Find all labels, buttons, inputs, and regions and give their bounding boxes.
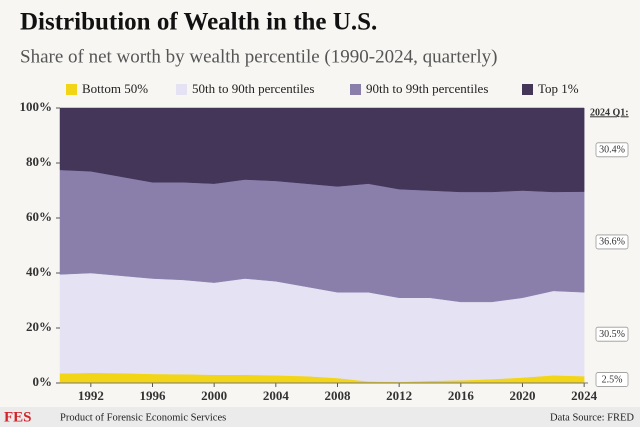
- footer-source: Data Source: FRED: [550, 412, 634, 423]
- x-tick-label: 2008: [324, 388, 351, 403]
- y-tick-label: 40%: [26, 264, 52, 279]
- legend-label: 50th to 90th percentiles: [192, 81, 314, 96]
- legend-swatch: [350, 84, 361, 95]
- y-tick-label: 60%: [26, 209, 52, 224]
- logo: FES: [4, 409, 32, 425]
- end-label-box: [595, 234, 629, 250]
- y-tick-label: 20%: [26, 319, 52, 334]
- footer-credit: Product of Forensic Economic Services: [60, 412, 226, 423]
- footer-bar: [0, 407, 640, 427]
- x-tick-label: 1992: [78, 388, 104, 403]
- chart-title: Distribution of Wealth in the U.S.: [20, 9, 377, 36]
- y-tick-label: 80%: [26, 154, 52, 169]
- end-label: 36.6%: [599, 237, 625, 248]
- chart-subtitle: Share of net worth by wealth percentile …: [20, 46, 497, 67]
- legend-label: Top 1%: [538, 81, 579, 96]
- legend-swatch: [176, 84, 187, 95]
- y-tick-label: 0%: [33, 374, 53, 389]
- end-label: 30.4%: [599, 145, 625, 156]
- end-label-box: [595, 326, 629, 342]
- x-tick-label: 2020: [509, 388, 535, 403]
- end-label: 30.5%: [599, 329, 625, 340]
- x-tick-label: 2012: [386, 388, 412, 403]
- end-label-box: [595, 142, 629, 158]
- end-label-box: [595, 372, 629, 387]
- x-tick-label: 2024: [571, 388, 598, 403]
- legend-label: 90th to 99th percentiles: [366, 81, 488, 96]
- x-tick-label: 1996: [139, 388, 166, 403]
- area: [59, 107, 585, 193]
- legend-swatch: [522, 84, 533, 95]
- y-tick-label: 100%: [20, 99, 53, 114]
- end-title: 2024 Q1:: [590, 107, 629, 118]
- x-tick-label: 2016: [448, 388, 475, 403]
- x-tick-label: 2004: [263, 388, 290, 403]
- end-label: 2.5%: [602, 374, 623, 385]
- legend-label: Bottom 50%: [82, 81, 148, 96]
- x-tick-label: 2000: [201, 388, 227, 403]
- legend-swatch: [66, 84, 77, 95]
